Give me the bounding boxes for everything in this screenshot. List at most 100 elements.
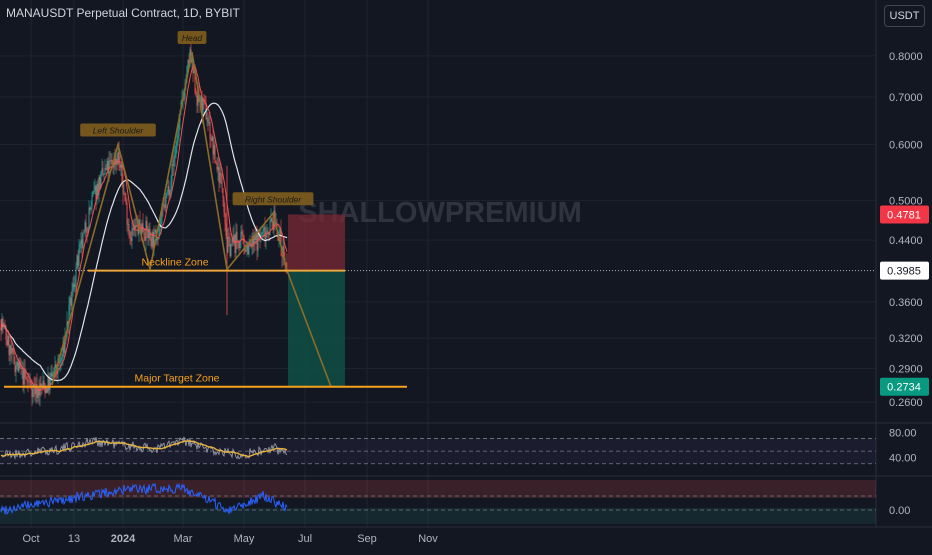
candle-body [52, 373, 54, 377]
candle-body [112, 165, 114, 168]
candle-body [101, 168, 103, 172]
candle-body [111, 160, 113, 166]
candle-body [172, 164, 174, 166]
candle-body [22, 367, 24, 385]
candle-body [8, 336, 10, 356]
candle-body [72, 283, 74, 291]
candle-body [36, 384, 38, 398]
candle-body [31, 389, 33, 397]
candle-body [20, 368, 22, 370]
candle-body [42, 380, 44, 388]
candle-body [127, 224, 129, 225]
candle-body [169, 190, 171, 196]
candle-body [144, 236, 146, 241]
candle-body [27, 381, 29, 382]
candle-body [252, 236, 254, 245]
candle-body [141, 223, 143, 234]
candle-body [102, 168, 104, 175]
candle-body [219, 172, 221, 183]
candle-body [80, 239, 82, 244]
candle-body [261, 232, 263, 235]
candle-body [131, 228, 133, 241]
candle-body [5, 327, 7, 340]
price-axis-tick: 0.8000 [889, 51, 923, 63]
candle-body [256, 234, 258, 251]
candle-body [9, 345, 11, 356]
candle-body [25, 377, 27, 380]
candle-body [98, 176, 100, 195]
currency-button[interactable]: USDT [884, 5, 925, 27]
candle-body [187, 59, 189, 67]
candle-body [143, 231, 145, 237]
candle-body [14, 364, 16, 373]
candle-body [201, 95, 203, 116]
candle-body [174, 155, 176, 159]
symbol-title: MANAUSDT Perpetual Contract, 1D, BYBIT [6, 6, 240, 20]
candle-body [203, 98, 205, 101]
candle-body [54, 364, 56, 368]
candle-body [18, 360, 20, 372]
candle-body [151, 232, 153, 247]
candle-body [153, 231, 155, 248]
price-axis-tick: 0.3600 [889, 297, 923, 309]
candle-body [229, 238, 231, 256]
time-axis-tick: 2024 [111, 533, 136, 545]
candle-body [243, 235, 245, 246]
candle-body [74, 283, 76, 288]
candle-body [156, 238, 158, 241]
candle-body [96, 183, 98, 200]
candle-body [53, 367, 55, 374]
candle-body [152, 232, 154, 248]
price-axis-tick: 0.5000 [889, 196, 923, 208]
candle-body [73, 283, 75, 288]
major-target-zone-label: Major Target Zone [134, 373, 219, 385]
stop-loss-zone [288, 214, 345, 271]
rsi-axis-tick: 80.00 [889, 427, 917, 439]
candle-body [134, 225, 136, 229]
candle-body [76, 255, 78, 269]
rsi-ma-line [0, 440, 288, 458]
candle-body [267, 231, 269, 235]
candle-body [150, 238, 152, 247]
candle-body [260, 234, 262, 239]
time-axis-tick: Sep [357, 533, 377, 545]
candle-body [272, 221, 274, 230]
last-price-label-bg [880, 261, 929, 280]
candle-body [161, 206, 163, 219]
candle-body [125, 200, 127, 203]
price-axis-tick: 0.4400 [889, 235, 923, 247]
candle-body [213, 145, 215, 155]
candle-body [158, 226, 160, 239]
candle-body [130, 237, 132, 241]
candle-body [220, 172, 222, 176]
candle-body [242, 234, 244, 236]
candle-body [78, 248, 80, 266]
candle-body [139, 219, 141, 228]
candle-body [240, 231, 242, 240]
candle-body [83, 230, 85, 233]
candle-body [132, 228, 134, 230]
time-axis-tick: Nov [418, 533, 438, 545]
candle-body [85, 222, 87, 233]
candle-body [60, 358, 62, 362]
candle-body [65, 336, 67, 338]
candle-body [94, 185, 96, 191]
candle-body [100, 171, 102, 189]
watermark: SHALLOWPREMIUM [298, 197, 582, 229]
candle-body [285, 262, 287, 264]
candle-body [61, 358, 63, 359]
candle-body [69, 297, 71, 305]
candle-body [251, 236, 253, 247]
candle-body [266, 231, 268, 233]
candle-body [176, 138, 178, 146]
candle-body [12, 348, 14, 353]
candle-body [279, 229, 281, 234]
candle-body [87, 227, 89, 233]
candle-body [262, 229, 264, 233]
candle-body [13, 352, 15, 365]
candle-body [193, 70, 195, 74]
candle-body [84, 222, 86, 231]
candle-body [246, 244, 248, 251]
